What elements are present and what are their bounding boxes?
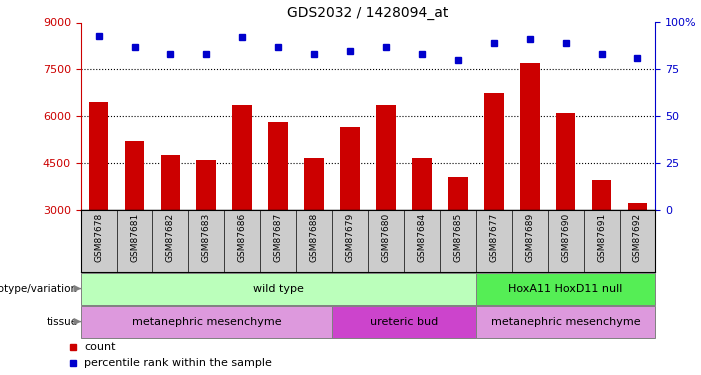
Bar [592, 180, 611, 210]
Bar [304, 158, 324, 210]
Bar [89, 102, 109, 210]
Bar [340, 127, 360, 210]
Bar [233, 105, 252, 210]
Text: percentile rank within the sample: percentile rank within the sample [84, 358, 272, 368]
Bar [125, 141, 144, 210]
Text: metanephric mesenchyme: metanephric mesenchyme [491, 316, 641, 327]
Bar [81, 306, 332, 338]
Text: GSM87684: GSM87684 [417, 213, 426, 262]
Bar [556, 113, 576, 210]
Bar [476, 306, 655, 338]
Text: GSM87679: GSM87679 [346, 213, 355, 262]
Bar [161, 155, 180, 210]
Text: GSM87677: GSM87677 [489, 213, 498, 262]
Bar [268, 122, 288, 210]
Text: GSM87687: GSM87687 [273, 213, 283, 262]
Text: tissue: tissue [46, 316, 78, 327]
Text: GSM87678: GSM87678 [94, 213, 103, 262]
Text: GSM87690: GSM87690 [561, 213, 570, 262]
Text: GSM87682: GSM87682 [166, 213, 175, 262]
Bar [520, 63, 540, 210]
Title: GDS2032 / 1428094_at: GDS2032 / 1428094_at [287, 6, 449, 20]
Text: wild type: wild type [253, 284, 304, 294]
Text: GSM87683: GSM87683 [202, 213, 211, 262]
Text: GSM87689: GSM87689 [525, 213, 534, 262]
Text: GSM87680: GSM87680 [381, 213, 390, 262]
Text: HoxA11 HoxD11 null: HoxA11 HoxD11 null [508, 284, 622, 294]
Bar [476, 273, 655, 304]
Bar [627, 203, 647, 210]
Text: GSM87688: GSM87688 [310, 213, 319, 262]
Bar [196, 160, 216, 210]
Text: GSM87681: GSM87681 [130, 213, 139, 262]
Text: GSM87686: GSM87686 [238, 213, 247, 262]
Bar [412, 158, 432, 210]
Bar [448, 177, 468, 210]
Bar [81, 273, 476, 304]
Bar [332, 306, 476, 338]
Text: GSM87691: GSM87691 [597, 213, 606, 262]
Bar [484, 93, 503, 210]
Text: genotype/variation: genotype/variation [0, 284, 78, 294]
Text: metanephric mesenchyme: metanephric mesenchyme [132, 316, 281, 327]
Text: GSM87685: GSM87685 [454, 213, 463, 262]
Bar [376, 105, 396, 210]
Text: ureteric bud: ureteric bud [370, 316, 438, 327]
Text: GSM87692: GSM87692 [633, 213, 642, 262]
Text: count: count [84, 342, 116, 352]
